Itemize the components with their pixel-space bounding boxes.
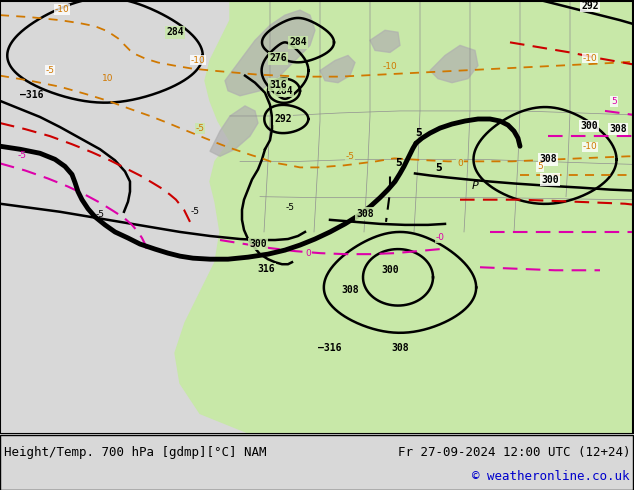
Text: -5: -5 — [285, 203, 295, 212]
Text: 316: 316 — [269, 80, 287, 90]
Text: 300: 300 — [249, 239, 267, 249]
Text: 308: 308 — [391, 343, 409, 353]
Text: 292: 292 — [274, 114, 292, 124]
Text: -5: -5 — [346, 152, 354, 161]
Text: 276: 276 — [269, 53, 287, 64]
Polygon shape — [225, 10, 315, 96]
Text: -5: -5 — [96, 210, 105, 219]
Text: -5: -5 — [190, 207, 200, 216]
Text: 300: 300 — [381, 265, 399, 275]
Text: Height/Temp. 700 hPa [gdmp][°C] NAM: Height/Temp. 700 hPa [gdmp][°C] NAM — [4, 446, 266, 459]
Text: -10: -10 — [383, 62, 398, 71]
Polygon shape — [420, 10, 500, 46]
Text: -10: -10 — [583, 142, 597, 151]
Text: 308: 308 — [609, 124, 627, 134]
Text: -0: -0 — [436, 233, 444, 242]
Text: 308: 308 — [356, 209, 374, 219]
Text: P: P — [472, 181, 479, 191]
Text: –316: –316 — [318, 343, 342, 353]
Text: 292: 292 — [581, 1, 598, 11]
Text: Fr 27-09-2024 12:00 UTC (12+24): Fr 27-09-2024 12:00 UTC (12+24) — [398, 446, 630, 459]
Text: 284: 284 — [289, 37, 307, 48]
Text: 300: 300 — [541, 174, 559, 185]
Text: 308: 308 — [539, 154, 557, 164]
Text: -5: -5 — [195, 124, 205, 133]
Text: 284: 284 — [275, 86, 293, 96]
Text: 308: 308 — [341, 286, 359, 295]
Text: 284: 284 — [166, 27, 184, 37]
Text: 316: 316 — [257, 264, 275, 274]
Text: 5: 5 — [611, 97, 617, 106]
Text: -10: -10 — [191, 55, 205, 65]
Text: 5: 5 — [537, 162, 543, 171]
Text: 5: 5 — [415, 128, 422, 138]
Polygon shape — [370, 30, 400, 52]
Text: -10: -10 — [55, 5, 69, 14]
Polygon shape — [430, 46, 478, 83]
Text: 10: 10 — [102, 74, 113, 83]
Polygon shape — [320, 55, 355, 83]
Text: 0: 0 — [457, 159, 463, 169]
Text: © weatheronline.co.uk: © weatheronline.co.uk — [472, 470, 630, 483]
Text: 0: 0 — [305, 249, 311, 258]
Polygon shape — [175, 0, 634, 434]
Text: 5: 5 — [395, 158, 402, 169]
Text: -5: -5 — [46, 66, 55, 74]
Text: –316: –316 — [20, 90, 44, 100]
Text: -10: -10 — [583, 53, 597, 63]
Text: 5: 5 — [435, 164, 442, 173]
Text: 300: 300 — [580, 121, 598, 131]
Polygon shape — [210, 106, 258, 156]
Text: -5: -5 — [18, 151, 27, 160]
